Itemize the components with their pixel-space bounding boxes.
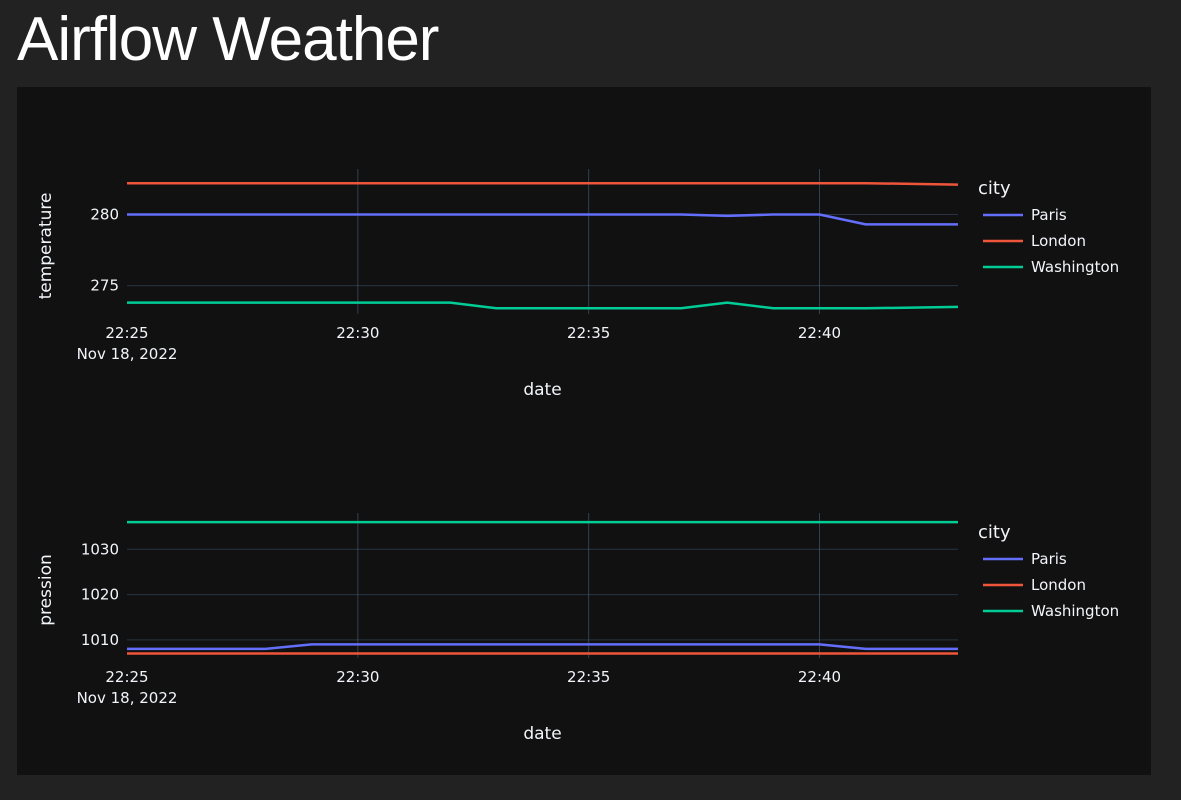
temperature-legend-label: Washington bbox=[1031, 258, 1119, 276]
pression-legend-label: London bbox=[1031, 576, 1086, 594]
temperature-legend-item-paris[interactable]: Paris bbox=[983, 206, 1067, 224]
temperature-x-tick-label: 22:35 bbox=[567, 324, 610, 342]
pression-x-axis-title: date bbox=[523, 724, 561, 744]
temperature-series-paris-line[interactable] bbox=[127, 213, 958, 226]
temperature-y-tick-label: 280 bbox=[90, 205, 119, 223]
pression-legend-label: Washington bbox=[1031, 602, 1119, 620]
pression-x-date-label: Nov 18, 2022 bbox=[77, 689, 178, 707]
temperature-legend-label: London bbox=[1031, 232, 1086, 250]
pression-legend-item-washington[interactable]: Washington bbox=[983, 602, 1119, 620]
temperature-x-tick-label: 22:30 bbox=[336, 324, 379, 342]
temperature-x-tick-label: 22:40 bbox=[798, 324, 841, 342]
temperature-legend-title: city bbox=[978, 178, 1011, 199]
temperature-legend: city Paris London Washington bbox=[978, 178, 1119, 276]
pression-x-tick-label: 22:35 bbox=[567, 668, 610, 686]
temperature-y-tick-label: 275 bbox=[90, 277, 119, 295]
pression-legend-title: city bbox=[978, 522, 1011, 543]
pression-legend-item-paris[interactable]: Paris bbox=[983, 550, 1067, 568]
pression-y-axis-title: pression bbox=[36, 554, 56, 625]
temperature-y-axis-title: temperature bbox=[36, 193, 56, 300]
temperature-series-london-line[interactable] bbox=[127, 181, 959, 186]
pression-legend-label: Paris bbox=[1031, 550, 1067, 568]
pression-x-tick-label: 22:25 bbox=[105, 668, 148, 686]
page-title: Airflow Weather bbox=[17, 5, 439, 74]
pression-legend: city Paris London Washington bbox=[978, 522, 1119, 620]
temperature-legend-label: Paris bbox=[1031, 206, 1067, 224]
pression-y-tick-label: 1020 bbox=[81, 586, 119, 604]
pression-y-tick-label: 1010 bbox=[81, 631, 119, 649]
temperature-x-date-label: Nov 18, 2022 bbox=[77, 345, 178, 363]
temperature-x-tick-label: 22:25 bbox=[105, 324, 148, 342]
pression-chart[interactable]: 1010 1020 1030 22:25 22:30 22:35 22:40 Nov 18, … bbox=[17, 431, 1151, 775]
pression-legend-item-london[interactable]: London bbox=[983, 576, 1086, 594]
pression-series-paris-line[interactable] bbox=[127, 643, 958, 651]
pression-x-tick-label: 22:30 bbox=[336, 668, 379, 686]
temperature-legend-item-washington[interactable]: Washington bbox=[983, 258, 1119, 276]
temperature-legend-item-london[interactable]: London bbox=[983, 232, 1086, 250]
temperature-x-axis-title: date bbox=[523, 380, 561, 400]
temperature-series-washington-line[interactable] bbox=[127, 301, 959, 310]
charts-panel: 275 280 22:25 22:30 22:35 22:40 Nov 18, 2022 da… bbox=[17, 87, 1151, 775]
temperature-chart[interactable]: 275 280 22:25 22:30 22:35 22:40 Nov 18, 2022 da… bbox=[17, 87, 1151, 431]
pression-y-tick-label: 1030 bbox=[81, 540, 119, 558]
pression-x-tick-label: 22:40 bbox=[798, 668, 841, 686]
